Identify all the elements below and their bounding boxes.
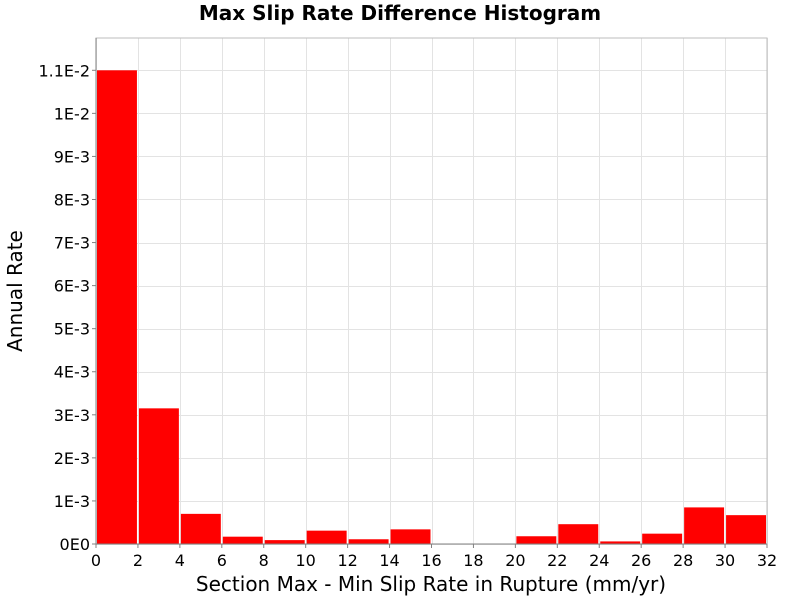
x-tick-label: 18 bbox=[463, 551, 483, 570]
histogram-bar bbox=[180, 513, 221, 544]
histogram-bar bbox=[264, 540, 305, 544]
x-tick-label: 8 bbox=[259, 551, 269, 570]
x-tick-label: 20 bbox=[505, 551, 525, 570]
y-tick-label: 8E-3 bbox=[54, 190, 90, 209]
x-tick-label: 28 bbox=[673, 551, 693, 570]
y-tick-label: 7E-3 bbox=[54, 234, 90, 253]
y-tick-label: 3E-3 bbox=[54, 406, 90, 425]
histogram-bar bbox=[600, 541, 641, 544]
histogram-bar bbox=[97, 70, 137, 545]
x-tick-label: 32 bbox=[757, 551, 777, 570]
x-tick-label: 6 bbox=[217, 551, 227, 570]
histogram-bar bbox=[558, 524, 599, 544]
y-tick-label: 4E-3 bbox=[54, 363, 90, 382]
x-axis-label: Section Max - Min Slip Rate in Rupture (… bbox=[196, 572, 666, 596]
y-tick-label: 2E-3 bbox=[54, 449, 90, 468]
grid-layer bbox=[96, 38, 768, 545]
y-tick-label: 1E-3 bbox=[54, 492, 90, 511]
x-tick-label: 0 bbox=[91, 551, 101, 570]
x-tick-label: 10 bbox=[296, 551, 316, 570]
x-tick-label: 24 bbox=[589, 551, 609, 570]
histogram-bar bbox=[726, 515, 766, 544]
histogram-bar bbox=[222, 536, 263, 544]
x-tick-label: 12 bbox=[337, 551, 357, 570]
histogram-bar bbox=[516, 536, 557, 544]
histogram-bar bbox=[348, 539, 389, 544]
x-tick-label: 26 bbox=[631, 551, 651, 570]
y-tick-label: 1E-2 bbox=[54, 104, 90, 123]
x-tick-label: 16 bbox=[421, 551, 441, 570]
chart-title: Max Slip Rate Difference Histogram bbox=[199, 1, 601, 25]
y-axis-label: Annual Rate bbox=[3, 230, 27, 352]
x-tick-label: 4 bbox=[175, 551, 185, 570]
y-tick-label: 0E0 bbox=[60, 535, 90, 554]
bars-layer bbox=[97, 70, 766, 545]
y-tick-label: 6E-3 bbox=[54, 277, 90, 296]
y-tick-label: 1.1E-2 bbox=[38, 61, 90, 80]
histogram-bar bbox=[390, 529, 431, 544]
histogram-bar bbox=[306, 530, 347, 544]
y-axis-ticks: 0E0 1E-3 2E-3 3E-3 4E-3 5E-3 6E-3 7E-3 8E-3 9E-3 1… bbox=[38, 61, 96, 554]
histogram-bar bbox=[138, 408, 179, 544]
y-tick-label: 9E-3 bbox=[54, 147, 90, 166]
x-tick-label: 14 bbox=[379, 551, 399, 570]
x-tick-label: 22 bbox=[547, 551, 567, 570]
histogram-bar bbox=[642, 533, 683, 544]
x-tick-label: 30 bbox=[715, 551, 735, 570]
histogram-bar bbox=[684, 507, 725, 544]
x-axis-ticks: 0 2 4 6 8 10 12 14 16 18 20 22 24 26 28 30 32 bbox=[91, 544, 777, 570]
x-tick-label: 2 bbox=[133, 551, 143, 570]
y-tick-label: 5E-3 bbox=[54, 320, 90, 339]
